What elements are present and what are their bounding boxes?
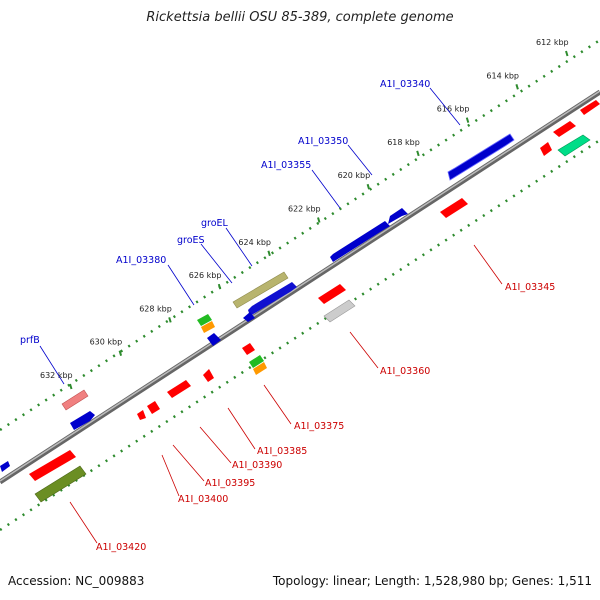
label-A1I-03355[interactable]: A1I_03355 <box>261 160 311 171</box>
gene-A1I-03350[interactable] <box>330 221 390 262</box>
ruler-tick <box>267 250 271 257</box>
label-groES[interactable]: groES <box>177 235 205 246</box>
forward-ruler-track <box>0 38 600 432</box>
label-A1I-03380[interactable]: A1I_03380 <box>116 255 166 266</box>
label-A1I-03345[interactable]: A1I_03345 <box>505 282 555 293</box>
reverse-ruler-track <box>0 138 600 532</box>
ruler-tick-label: 626 kbp <box>189 271 222 280</box>
ruler-tick <box>366 183 371 190</box>
label-A1I-03390[interactable]: A1I_03390 <box>232 460 282 471</box>
ruler-tick <box>416 150 420 157</box>
label-A1I-03360[interactable]: A1I_03360 <box>380 366 430 377</box>
gene-A1I-03360[interactable] <box>323 299 356 323</box>
label-prfB[interactable]: prfB <box>20 335 40 346</box>
ruler-tick-label: 630 kbp <box>90 338 123 347</box>
gene-green-right[interactable] <box>557 134 591 157</box>
ruler-tick-label: 624 kbp <box>238 238 271 247</box>
label-A1I-03385[interactable]: A1I_03385 <box>257 446 307 457</box>
label-A1I-03400[interactable]: A1I_03400 <box>178 494 228 505</box>
ruler-tick <box>515 84 519 90</box>
gene-A1I-03390[interactable] <box>167 380 191 398</box>
gene-A1I-03395[interactable] <box>147 401 160 414</box>
ruler-tick <box>168 317 172 323</box>
gene-edge-forward[interactable] <box>0 461 10 472</box>
ruler-tick-label: 628 kbp <box>139 304 172 313</box>
reverse-leader-lines <box>69 244 503 544</box>
gene-A1I-03345[interactable] <box>440 198 468 218</box>
gene-groES[interactable] <box>197 314 212 326</box>
ruler-tick-label: 618 kbp <box>387 138 420 147</box>
ruler-ticks: 612 kbp 614 kbp 616 kbp 618 kbp 620 kbp 622 k… <box>40 38 569 390</box>
ruler-tick-label: 616 kbp <box>437 105 470 114</box>
gene-A1I-03345-a[interactable] <box>553 121 576 137</box>
label-A1I-03420[interactable]: A1I_03420 <box>96 542 146 553</box>
ruler-tick <box>317 217 321 223</box>
gene-A1I-03375-green[interactable] <box>249 355 264 368</box>
gene-prfB-forward[interactable] <box>70 411 95 430</box>
gene-groEL[interactable] <box>232 271 289 309</box>
ruler-tick-label: 632 kbp <box>40 371 73 380</box>
genome-summary-text: Topology: linear; Length: 1,528,980 bp; … <box>272 574 592 588</box>
gene-A1I-03380-orange[interactable] <box>201 321 215 333</box>
ruler-tick <box>465 117 470 123</box>
gene-prfB[interactable] <box>61 389 89 411</box>
gene-A1I-03360-red[interactable] <box>318 284 346 304</box>
ruler-tick <box>565 50 569 57</box>
gene-A1I-03385[interactable] <box>203 369 214 382</box>
gene-groEL-forward[interactable] <box>248 282 297 316</box>
gene-A1I-03340[interactable] <box>448 134 514 180</box>
gene-small-reverse-1[interactable] <box>242 343 255 355</box>
label-A1I-03340[interactable]: A1I_03340 <box>380 79 430 90</box>
forward-leader-lines <box>39 87 461 385</box>
ruler-tick <box>217 283 222 290</box>
genome-backbone-highlight <box>0 90 600 482</box>
reverse-gene-labels: A1I_03345 A1I_03360 A1I_03375 A1I_03385 … <box>96 282 555 553</box>
ruler-tick <box>118 350 123 356</box>
label-groEL[interactable]: groEL <box>201 218 229 229</box>
gene-small-forward-1[interactable] <box>243 312 255 322</box>
gene-A1I-03420[interactable] <box>34 465 87 503</box>
gene-A1I-03345-c[interactable] <box>580 100 600 115</box>
gene-A1I-03380[interactable] <box>207 333 221 346</box>
ruler-tick-label: 622 kbp <box>288 205 321 214</box>
accession-text: Accession: NC_009883 <box>8 574 145 588</box>
ruler-tick-label: 620 kbp <box>338 171 371 180</box>
label-A1I-03350[interactable]: A1I_03350 <box>298 136 348 147</box>
forward-gene-labels: A1I_03340 A1I_03350 A1I_03355 groEL groE… <box>20 79 430 346</box>
ruler-tick-label: 612 kbp <box>536 38 569 47</box>
gene-A1I-03345-b[interactable] <box>540 142 552 156</box>
forward-genes <box>0 133 515 472</box>
label-A1I-03395[interactable]: A1I_03395 <box>205 478 255 489</box>
genome-backbone <box>0 89 600 485</box>
ruler-tick-label: 614 kbp <box>486 71 519 80</box>
reverse-genes <box>29 100 600 503</box>
gene-A1I-03420-red[interactable] <box>29 450 76 481</box>
gene-A1I-03400[interactable] <box>137 410 146 420</box>
ruler-tick <box>69 383 73 390</box>
page-title: Rickettsia bellii OSU 85-389, complete g… <box>146 10 454 25</box>
gene-A1I-03375[interactable] <box>253 362 267 375</box>
gene-A1I-03355[interactable] <box>388 208 408 224</box>
label-A1I-03375[interactable]: A1I_03375 <box>294 421 344 432</box>
